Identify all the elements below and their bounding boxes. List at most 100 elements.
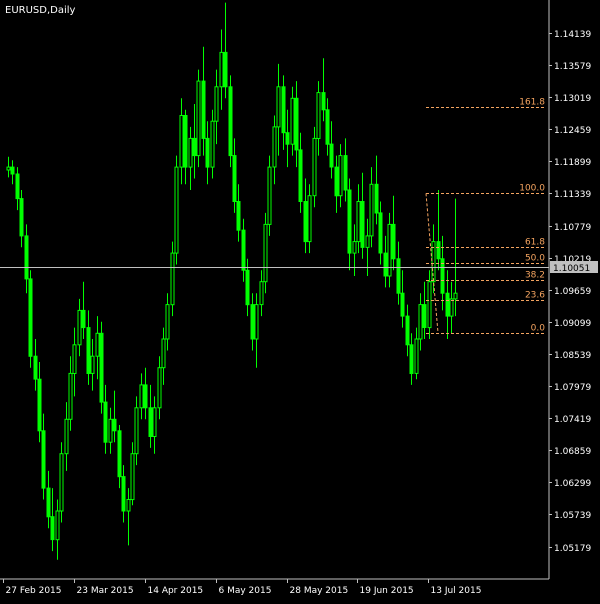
- price-tick-label: 1.11899: [554, 158, 591, 168]
- candle: [263, 212, 268, 294]
- candle: [72, 327, 77, 397]
- candle: [24, 224, 29, 294]
- candle-body: [307, 195, 312, 243]
- price-tick-label: 1.07979: [554, 383, 591, 393]
- candle: [28, 270, 33, 368]
- time-tick: 19 Jun 2015: [357, 579, 414, 596]
- candle: [334, 155, 339, 213]
- candle-body: [254, 304, 259, 340]
- time-tick: 23 Mar 2015: [74, 579, 134, 596]
- candle-body: [152, 407, 157, 437]
- fib-level-label: 23.6: [525, 291, 545, 301]
- price-tick: 1.05179: [549, 544, 591, 554]
- candle: [276, 63, 281, 156]
- candle: [360, 172, 365, 259]
- price-tick: 1.05739: [549, 511, 591, 521]
- candle: [179, 98, 184, 185]
- candle: [400, 270, 405, 328]
- price-tick: 1.09099: [549, 319, 591, 329]
- candle-body: [10, 166, 15, 175]
- candle: [431, 224, 436, 294]
- candle-body: [267, 166, 272, 225]
- candle: [37, 362, 42, 443]
- candle: [298, 132, 303, 213]
- fib-level[interactable]: 38.2: [426, 271, 545, 281]
- candle-body: [103, 401, 108, 443]
- candle-body: [148, 407, 153, 437]
- candle: [130, 442, 135, 506]
- time-tick-label: 27 Feb 2015: [6, 586, 62, 596]
- fib-trend-line[interactable]: [425, 193, 439, 333]
- fib-level-label: 161.8: [519, 98, 545, 108]
- fib-level-label: 100.0: [519, 184, 545, 194]
- time-tick-label: 14 Apr 2015: [148, 586, 204, 596]
- candle-body: [414, 338, 419, 374]
- fib-level[interactable]: 50.0: [426, 254, 545, 264]
- candle-body: [170, 252, 175, 306]
- candle: [68, 356, 73, 431]
- fib-level[interactable]: 161.8: [426, 98, 545, 108]
- candle: [427, 270, 432, 339]
- candle: [174, 155, 179, 265]
- fib-level[interactable]: 23.6: [426, 291, 545, 301]
- chart-title: EURUSD,Daily: [5, 5, 76, 16]
- candle-body: [325, 109, 330, 145]
- time-tick: 27 Feb 2015: [3, 579, 62, 596]
- price-tick-label: 1.06859: [554, 447, 591, 457]
- candle: [436, 190, 441, 271]
- candle: [95, 316, 100, 380]
- candle-body: [188, 137, 193, 168]
- fib-level-label: 0.0: [531, 324, 546, 334]
- candle-body: [90, 355, 95, 374]
- price-tick: 1.12459: [549, 126, 591, 136]
- fibonacci-retracement[interactable]: 0.0 23.6 38.2 50.0 61.8 100.0 161.8: [425, 98, 545, 334]
- price-tick-label: 1.11339: [554, 190, 591, 200]
- candle: [236, 184, 241, 242]
- candle: [90, 339, 95, 391]
- candle: [387, 212, 392, 288]
- candle-body: [352, 241, 357, 254]
- fib-level[interactable]: 100.0: [426, 184, 545, 194]
- candle-body: [356, 201, 361, 243]
- candle: [290, 86, 295, 156]
- candle-body: [383, 252, 388, 277]
- candle-body: [68, 372, 73, 420]
- current-price-value: 1.10051: [553, 264, 590, 274]
- candle-body: [453, 292, 458, 300]
- time-axis: 27 Feb 2015 23 Mar 2015 14 Apr 2015 6 May 2…: [3, 579, 481, 596]
- fib-level[interactable]: 0.0: [426, 324, 545, 334]
- candle: [241, 218, 246, 282]
- current-price-label: 1.10051: [550, 261, 598, 274]
- candle: [10, 160, 15, 185]
- candle: [19, 190, 24, 248]
- candle: [272, 115, 277, 185]
- candle: [108, 407, 113, 454]
- candle-body: [205, 137, 210, 168]
- candle: [391, 195, 396, 271]
- candle-body: [99, 332, 104, 403]
- price-axis: 1.14139 1.13579 1.13019 1.12459 1.11899 1.113…: [549, 30, 598, 554]
- candle-body: [440, 258, 445, 294]
- candle: [396, 241, 401, 305]
- candle: [214, 69, 219, 145]
- candle-body: [290, 97, 295, 145]
- candle: [219, 29, 224, 110]
- fib-level[interactable]: 61.8: [426, 238, 545, 248]
- candle: [414, 327, 419, 380]
- candle: [157, 356, 162, 420]
- candle-body: [334, 166, 339, 197]
- time-tick: 14 Apr 2015: [145, 579, 204, 596]
- time-tick-label: 6 May 2015: [219, 586, 272, 596]
- candle: [161, 327, 166, 385]
- candle-body: [374, 183, 379, 214]
- candle-body: [6, 166, 11, 171]
- candle-body: [121, 476, 126, 512]
- candle: [148, 384, 153, 448]
- candle-body: [436, 241, 441, 260]
- candle: [445, 270, 450, 339]
- time-tick: 28 May 2015: [287, 579, 348, 596]
- price-tick-label: 1.07419: [554, 415, 591, 425]
